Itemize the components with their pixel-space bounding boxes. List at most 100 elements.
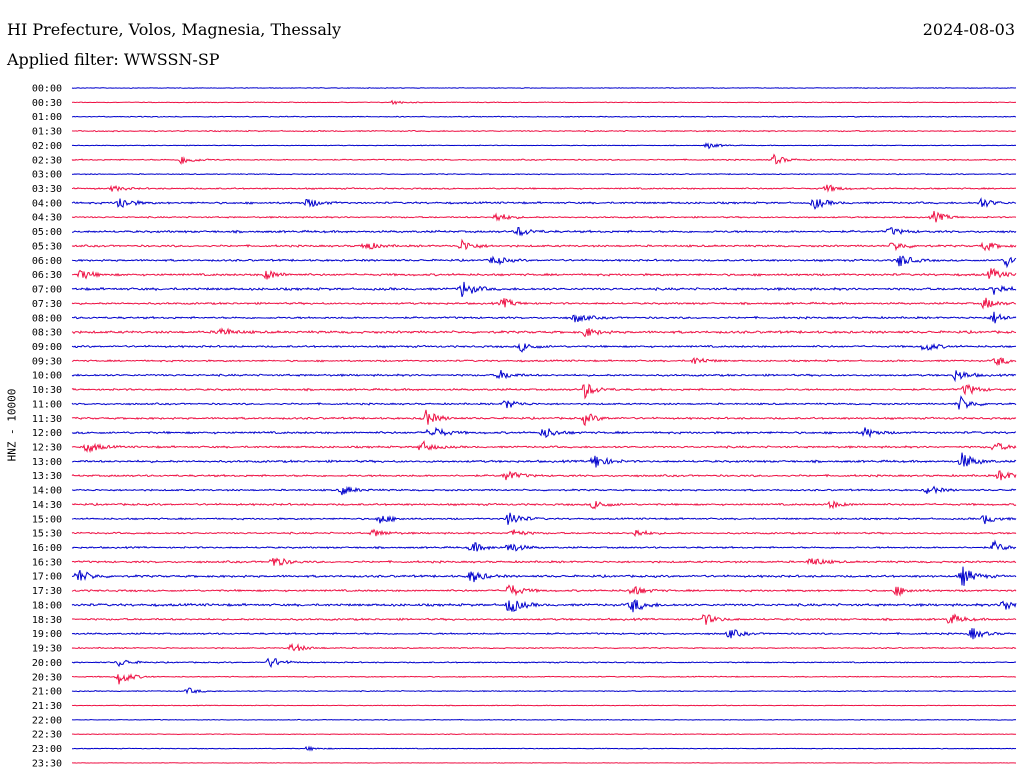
trace-line [71, 184, 1017, 193]
row-time-label: 09:30 [32, 356, 62, 367]
row-time-label: 22:30 [32, 730, 62, 741]
trace-line [71, 528, 1017, 538]
row-time-label: 21:30 [32, 701, 62, 712]
row-time-label: 23:30 [32, 758, 62, 769]
row-time-label: 07:30 [32, 299, 62, 310]
trace-line [71, 673, 1017, 685]
row-time-label: 19:00 [32, 629, 62, 640]
trace-line [71, 395, 1017, 410]
trace-line [71, 733, 1017, 736]
filter-label: Applied filter: WWSSN-SP [7, 50, 220, 69]
trace-line [71, 210, 1017, 223]
trace-line [71, 383, 1017, 400]
trace-line [71, 687, 1017, 695]
row-time-label: 06:00 [32, 256, 62, 267]
trace-line [71, 745, 1017, 752]
row-time-label: 03:00 [32, 170, 62, 181]
trace-line [71, 642, 1017, 652]
row-time-label: 13:30 [32, 471, 62, 482]
row-time-label: 15:00 [32, 514, 62, 525]
trace-line [71, 142, 1017, 150]
row-time-label: 12:30 [32, 443, 62, 454]
row-time-label: 03:30 [32, 184, 62, 195]
trace-line [71, 357, 1017, 367]
row-time-label: 04:00 [32, 198, 62, 209]
row-time-label: 08:00 [32, 313, 62, 324]
row-time-label: 06:30 [32, 270, 62, 281]
trace-line [71, 129, 1017, 133]
row-time-label: 09:00 [32, 342, 62, 353]
plot-date: 2024-08-03 [922, 20, 1015, 39]
trace-line [71, 227, 1017, 237]
trace-line [71, 197, 1017, 210]
row-time-label: 01:30 [32, 127, 62, 138]
trace-line [71, 238, 1017, 252]
row-time-label: 18:00 [32, 600, 62, 611]
row-time-label: 14:00 [32, 486, 62, 497]
trace-line [71, 539, 1017, 552]
trace-line [71, 409, 1017, 427]
trace-line [71, 369, 1017, 383]
row-time-label: 08:30 [32, 328, 62, 339]
row-time-label: 11:30 [32, 414, 62, 425]
row-time-label: 13:00 [32, 457, 62, 468]
trace-line [71, 566, 1017, 586]
row-time-label: 07:00 [32, 285, 62, 296]
row-time-label: 02:00 [32, 141, 62, 152]
row-time-label: 04:30 [32, 213, 62, 224]
trace-line [71, 485, 1017, 496]
trace-line [71, 500, 1017, 510]
trace-line [71, 267, 1017, 280]
row-time-label: 05:30 [32, 241, 62, 252]
trace-line [71, 470, 1017, 481]
trace-line [71, 99, 1017, 106]
trace-line [71, 255, 1017, 269]
trace-line [71, 584, 1017, 597]
trace-line [71, 281, 1017, 298]
row-time-label: 21:00 [32, 687, 62, 698]
row-time-label: 23:00 [32, 744, 62, 755]
row-time-label: 11:00 [32, 399, 62, 410]
trace-line [71, 115, 1017, 118]
row-time-label: 14:30 [32, 500, 62, 511]
trace-line [71, 440, 1017, 454]
row-time-label: 00:30 [32, 98, 62, 109]
trace-line [71, 704, 1017, 707]
row-time-label: 17:00 [32, 572, 62, 583]
row-time-label: 19:30 [32, 644, 62, 655]
row-time-label: 10:00 [32, 371, 62, 382]
trace-line [71, 297, 1017, 310]
station-title: HI Prefecture, Volos, Magnesia, Thessaly [7, 20, 342, 39]
trace-line [71, 557, 1017, 567]
trace-line [71, 342, 1017, 353]
trace-line [71, 599, 1017, 613]
trace-line [71, 718, 1017, 721]
trace-line [71, 87, 1017, 89]
row-time-label: 17:30 [32, 586, 62, 597]
trace-line [71, 452, 1017, 468]
trace-line [71, 327, 1017, 338]
row-time-label: 22:00 [32, 715, 62, 726]
row-time-label: 00:00 [32, 84, 62, 95]
row-time-label: 20:30 [32, 672, 62, 683]
row-time-label: 15:30 [32, 529, 62, 540]
trace-line [71, 172, 1017, 176]
row-time-label: 18:30 [32, 615, 62, 626]
trace-line [71, 512, 1017, 525]
row-time-label: 12:00 [32, 428, 62, 439]
trace-line [71, 153, 1017, 165]
row-time-label: 20:00 [32, 658, 62, 669]
trace-line [71, 657, 1017, 669]
trace-line [71, 311, 1017, 324]
row-time-label: 16:30 [32, 557, 62, 568]
trace-line [71, 426, 1017, 439]
trace-line [71, 762, 1016, 764]
row-time-label: 10:30 [32, 385, 62, 396]
row-time-label: 01:00 [32, 112, 62, 123]
row-time-label: 16:00 [32, 543, 62, 554]
row-time-label: 02:30 [32, 155, 62, 166]
trace-line [71, 613, 1017, 625]
row-time-label: 05:00 [32, 227, 62, 238]
trace-line [71, 628, 1017, 640]
